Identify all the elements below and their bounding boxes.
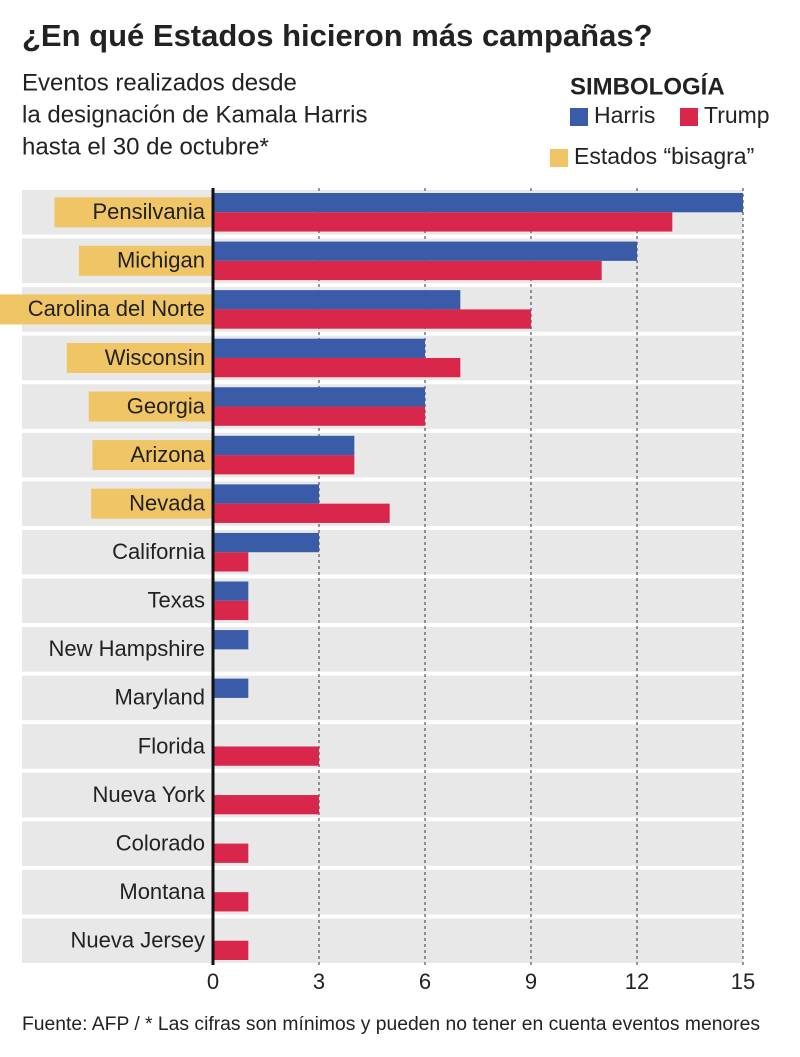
category-label: Nevada [129, 490, 206, 515]
bar [213, 581, 249, 601]
category-label: Maryland [115, 685, 205, 710]
legend-label: Estados “bisagra” [574, 143, 754, 169]
bar [213, 455, 355, 475]
bar [213, 435, 355, 456]
x-tick-label: 9 [525, 969, 537, 994]
x-tick-label: 15 [731, 969, 755, 994]
category-label: Nueva York [92, 782, 206, 807]
bar [213, 406, 425, 426]
highlight [92, 440, 212, 471]
bar [213, 212, 673, 232]
bar [213, 260, 602, 281]
row-background [22, 869, 743, 915]
row-background [22, 724, 743, 769]
row-background [22, 627, 743, 672]
bar [213, 678, 249, 698]
bar [213, 532, 319, 553]
category-label: Colorado [116, 830, 205, 855]
category-label: Nueva Jersey [70, 928, 205, 953]
bar [213, 630, 249, 650]
category-label: California [112, 539, 206, 564]
legend-swatch [680, 108, 698, 126]
highlight [66, 342, 212, 373]
chart-title: ¿En qué Estados hicieron más campañas? [22, 18, 653, 53]
legend-label: Trump [704, 102, 770, 128]
highlight [88, 391, 212, 422]
category-label: Montana [119, 879, 205, 904]
highlight [78, 245, 212, 276]
row-background [22, 772, 743, 818]
row-background [22, 529, 743, 575]
bar [213, 843, 249, 863]
row-background [22, 675, 743, 721]
category-label: Florida [138, 733, 206, 758]
bar [213, 552, 249, 572]
row-background [22, 821, 743, 866]
bar [213, 338, 425, 358]
subtitle: Eventos realizados desde [22, 69, 297, 96]
x-tick-label: 0 [207, 969, 219, 994]
bar [213, 357, 461, 378]
legend-title: SIMBOLOGÍA [570, 72, 725, 100]
legend-label: Harris [594, 102, 655, 128]
bar [213, 795, 319, 815]
source: Fuente: AFP / * Las cifras son mínimos y… [22, 1014, 760, 1035]
x-tick-label: 3 [313, 969, 325, 994]
subtitle: hasta el 30 de octubre* [22, 133, 269, 160]
bar [213, 600, 249, 621]
bars [213, 193, 743, 960]
category-label: New Hampshire [49, 636, 206, 661]
bar [213, 241, 637, 261]
category-label: Georgia [127, 393, 206, 418]
highlight [54, 197, 212, 228]
legend-swatch [550, 149, 568, 167]
x-tick-label: 6 [419, 969, 431, 994]
bar [213, 193, 743, 213]
highlight [0, 294, 212, 325]
category-label: Carolina del Norte [28, 296, 205, 321]
bar [213, 503, 390, 523]
bar [213, 484, 319, 504]
category-label: Michigan [117, 248, 205, 273]
x-tick-label: 12 [625, 969, 649, 994]
row-background [22, 918, 743, 963]
legend-swatch [570, 108, 588, 126]
category-label: Texas [148, 588, 205, 613]
labels: Pensilvania Michigan Carolina del Norte Wis… [0, 197, 212, 953]
subtitle: la designación de Kamala Harris [22, 101, 368, 128]
highlight [91, 488, 212, 519]
row-background [22, 578, 743, 624]
bar [213, 892, 249, 912]
bar [213, 387, 425, 407]
bar [213, 940, 249, 960]
category-label: Pensilvania [92, 199, 205, 224]
category-label: Arizona [130, 442, 205, 467]
bar [213, 309, 531, 329]
bar [213, 290, 461, 310]
bar [213, 746, 319, 766]
category-label: Wisconsin [105, 345, 205, 370]
